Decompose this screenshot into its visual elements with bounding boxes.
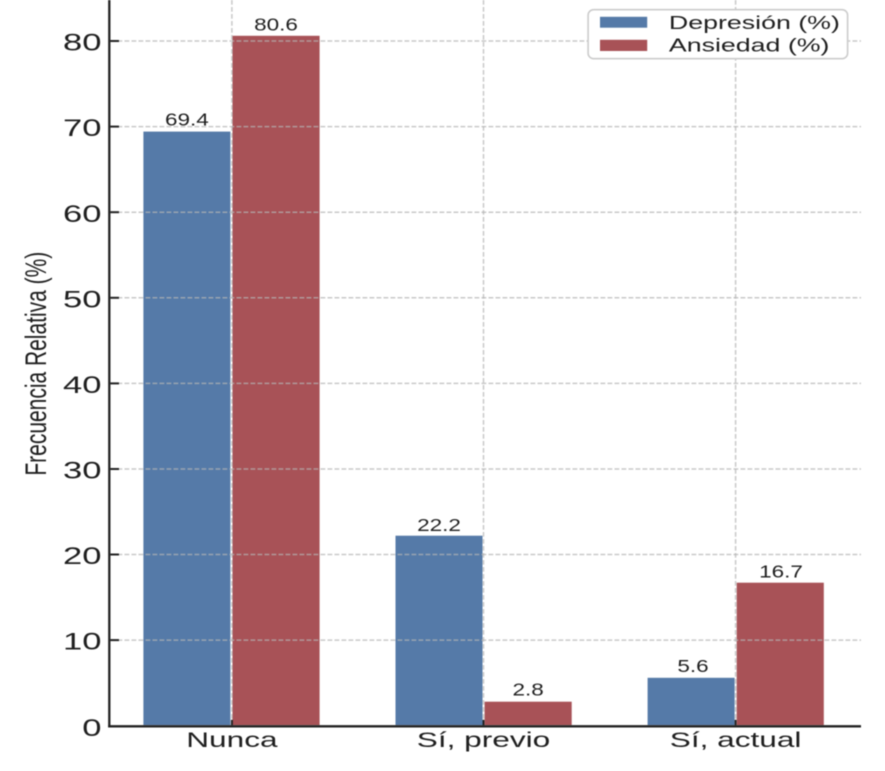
svg-text:80.6: 80.6 xyxy=(254,16,298,35)
svg-text:5.6: 5.6 xyxy=(677,657,708,676)
svg-text:2.8: 2.8 xyxy=(512,681,543,700)
svg-text:Nunca: Nunca xyxy=(186,728,278,752)
svg-text:10: 10 xyxy=(63,629,101,656)
svg-text:Depresión (%): Depresión (%) xyxy=(669,12,840,33)
svg-text:60: 60 xyxy=(63,201,101,228)
svg-text:30: 30 xyxy=(63,458,101,485)
svg-text:70: 70 xyxy=(63,115,101,142)
svg-text:0: 0 xyxy=(82,715,101,742)
svg-text:80: 80 xyxy=(63,30,101,57)
svg-text:Ansiedad (%): Ansiedad (%) xyxy=(669,35,830,56)
svg-text:69.4: 69.4 xyxy=(165,111,209,130)
svg-text:40: 40 xyxy=(63,372,101,399)
svg-text:16.7: 16.7 xyxy=(759,563,803,582)
svg-text:Sí, previo: Sí, previo xyxy=(417,728,550,752)
svg-text:50: 50 xyxy=(63,286,101,313)
svg-text:Sí, actual: Sí, actual xyxy=(670,728,802,752)
svg-text:22.2: 22.2 xyxy=(417,516,461,535)
svg-text:20: 20 xyxy=(63,543,101,570)
svg-text:Frecuencia Relativa (%): Frecuencia Relativa (%) xyxy=(20,252,52,476)
